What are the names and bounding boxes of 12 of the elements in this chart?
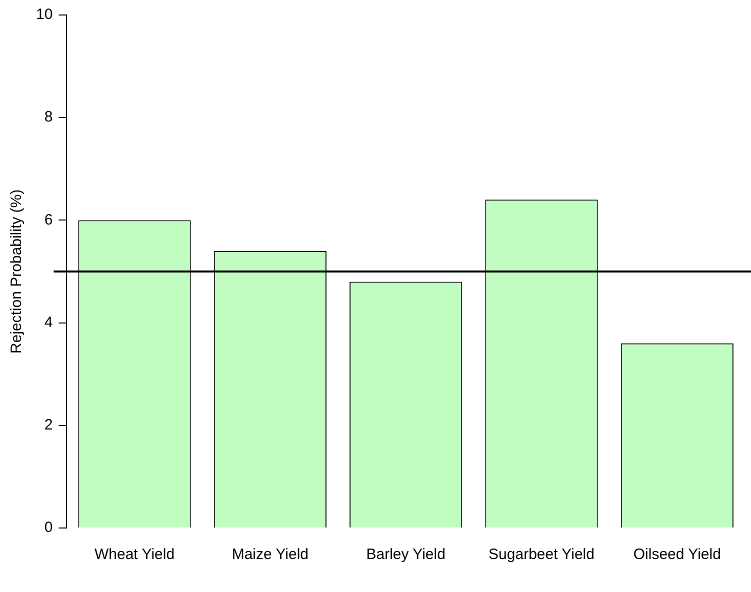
x-tick-label: Barley Yield	[366, 546, 446, 564]
y-tick-label: 4	[44, 314, 53, 331]
y-tick-label: 0	[44, 519, 53, 536]
x-tick-label: Oilseed Yield	[633, 546, 721, 564]
y-tick-label: 2	[44, 416, 53, 434]
x-tick-label: Maize Yield	[232, 546, 309, 564]
x-tick-label: Wheat Yield	[94, 546, 175, 564]
x-tick-label: Sugarbeet Yield	[488, 546, 594, 564]
y-tick-label: 10	[36, 6, 53, 24]
y-tick-label: 8	[44, 108, 53, 126]
y-axis-title: Rejection Probability (%)	[8, 189, 26, 354]
y-tick-label: 6	[44, 211, 53, 228]
